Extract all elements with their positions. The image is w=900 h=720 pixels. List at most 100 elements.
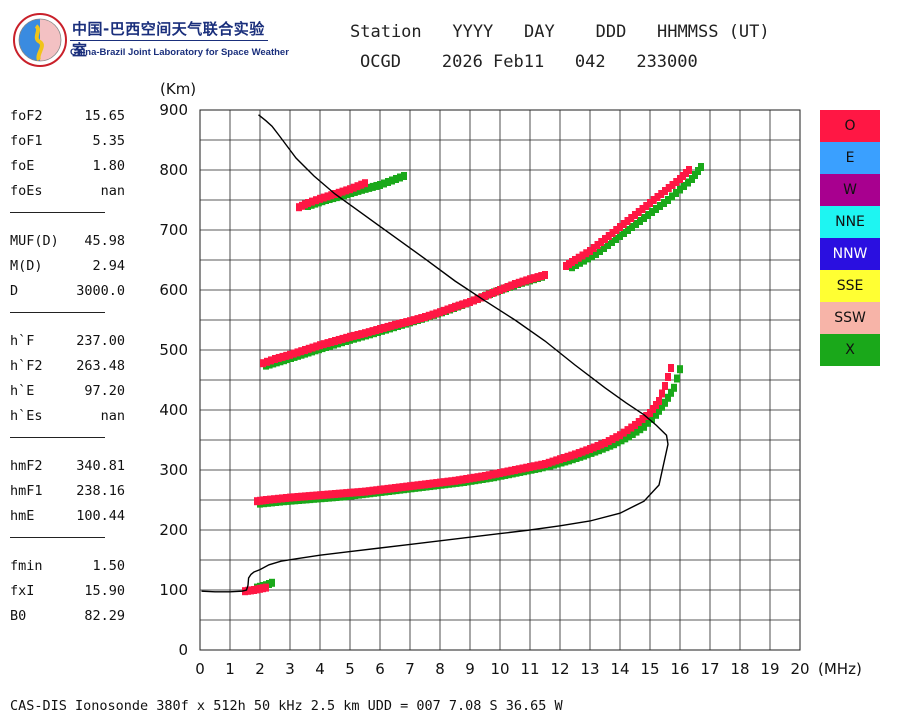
header-values-line: OCGD 2026 Feb11 042 233000 (360, 52, 698, 72)
echo-point-x (645, 211, 651, 219)
param-row: foE 1.80 (10, 158, 125, 178)
echo-point-o (463, 475, 470, 483)
echo-point-x (609, 238, 615, 246)
y-tick-label: 0 (178, 641, 188, 659)
echo-point-x (665, 196, 671, 204)
echo-point-x (653, 205, 659, 213)
echo-point-x (621, 229, 627, 237)
echo-point-x (269, 578, 275, 587)
echo-point-o (639, 205, 646, 213)
echo-point-o (268, 356, 274, 365)
echo-point-o (347, 332, 353, 341)
echo-point-x (605, 241, 611, 249)
x-tick-label: 6 (375, 660, 385, 678)
echo-point-o (545, 458, 552, 467)
param-value: nan (100, 408, 125, 424)
echo-point-x (649, 414, 655, 423)
echo-point-x (641, 422, 647, 431)
echo-point-x (617, 232, 623, 240)
echo-point-o (362, 329, 368, 338)
param-row: h`F 237.00 (10, 333, 125, 353)
echo-point-o (470, 473, 477, 482)
legend-item-ssw: SSW (820, 302, 880, 334)
echo-point-x (393, 175, 399, 183)
echo-point-o (433, 479, 440, 488)
echo-point-o (414, 315, 421, 324)
param-row: h`Es nan (10, 408, 125, 428)
echo-point-o (283, 494, 289, 502)
echo-point-o (512, 280, 518, 288)
echo-point-o (313, 342, 320, 351)
param-label: foEs (10, 183, 43, 199)
legend-item-nnw: NNW (820, 238, 880, 270)
echo-point-o (287, 493, 293, 502)
x-tick-label: 9 (465, 660, 475, 678)
echo-point-o (594, 442, 601, 450)
echo-point-x (397, 173, 403, 182)
x-tick-label: 0 (195, 660, 205, 678)
x-tick-label: 18 (730, 660, 749, 678)
echo-point-x (685, 178, 691, 187)
y-tick-label: 900 (159, 101, 188, 119)
echo-point-o (332, 337, 338, 345)
param-value: 1.50 (92, 558, 125, 574)
param-label: h`F2 (10, 358, 43, 374)
echo-point-x (362, 184, 369, 193)
echo-point-o (654, 193, 661, 201)
echo-points (242, 163, 704, 596)
echo-point-o (478, 472, 485, 481)
echo-point-o (350, 488, 357, 497)
param-row: h`F2 263.48 (10, 358, 125, 378)
param-label: foF2 (10, 108, 43, 124)
echo-point-o (463, 299, 470, 308)
echo-point-o (489, 289, 496, 297)
echo-point-o (294, 348, 301, 357)
echo-point-x (589, 252, 595, 261)
echo-point-o (332, 490, 338, 498)
param-value: 100.44 (76, 508, 125, 524)
param-label: hmE (10, 508, 35, 524)
param-label: B0 (10, 608, 27, 624)
legend-item-sse: SSE (820, 270, 880, 302)
x-tick-label: 3 (285, 660, 295, 678)
echo-point-o (440, 306, 447, 315)
globe-logo-icon (13, 13, 67, 67)
echo-point-o (448, 304, 455, 313)
echo-point-o (343, 489, 350, 498)
echo-point-x (633, 220, 639, 228)
echo-point-o (560, 454, 567, 462)
echo-point-o (290, 349, 297, 358)
x-tick-label: 2 (255, 660, 265, 678)
echo-point-o (527, 463, 533, 471)
echo-point-o (392, 484, 398, 492)
echo-point-o (500, 284, 507, 293)
echo-point-o (369, 327, 376, 336)
echo-point-o (271, 495, 277, 504)
echo-point-o (624, 217, 631, 225)
echo-point-o (313, 491, 320, 500)
param-row: M(D) 2.94 (10, 258, 125, 278)
echo-point-x (573, 261, 579, 269)
x-tick-label: 1 (225, 660, 235, 678)
echo-point-o (523, 276, 530, 285)
echo-point-o (455, 476, 462, 485)
param-separator (10, 437, 105, 438)
echo-point-o (515, 465, 522, 474)
echo-point-o (362, 487, 368, 496)
echo-point-o (317, 491, 323, 500)
echo-point-x (622, 434, 629, 443)
echo-point-o (512, 466, 518, 474)
echo-point-x (611, 440, 617, 449)
echo-point-o (305, 344, 312, 353)
echo-point-o (542, 460, 548, 468)
echo-point-o (354, 182, 361, 191)
echo-point-x (626, 432, 632, 441)
echo-point-o (508, 466, 515, 475)
echo-point-o (538, 272, 545, 281)
echo-point-o (317, 341, 323, 350)
echo-point-o (485, 471, 492, 480)
param-label: foF1 (10, 133, 43, 149)
echo-point-o (467, 474, 473, 483)
echo-point-o (358, 330, 365, 339)
